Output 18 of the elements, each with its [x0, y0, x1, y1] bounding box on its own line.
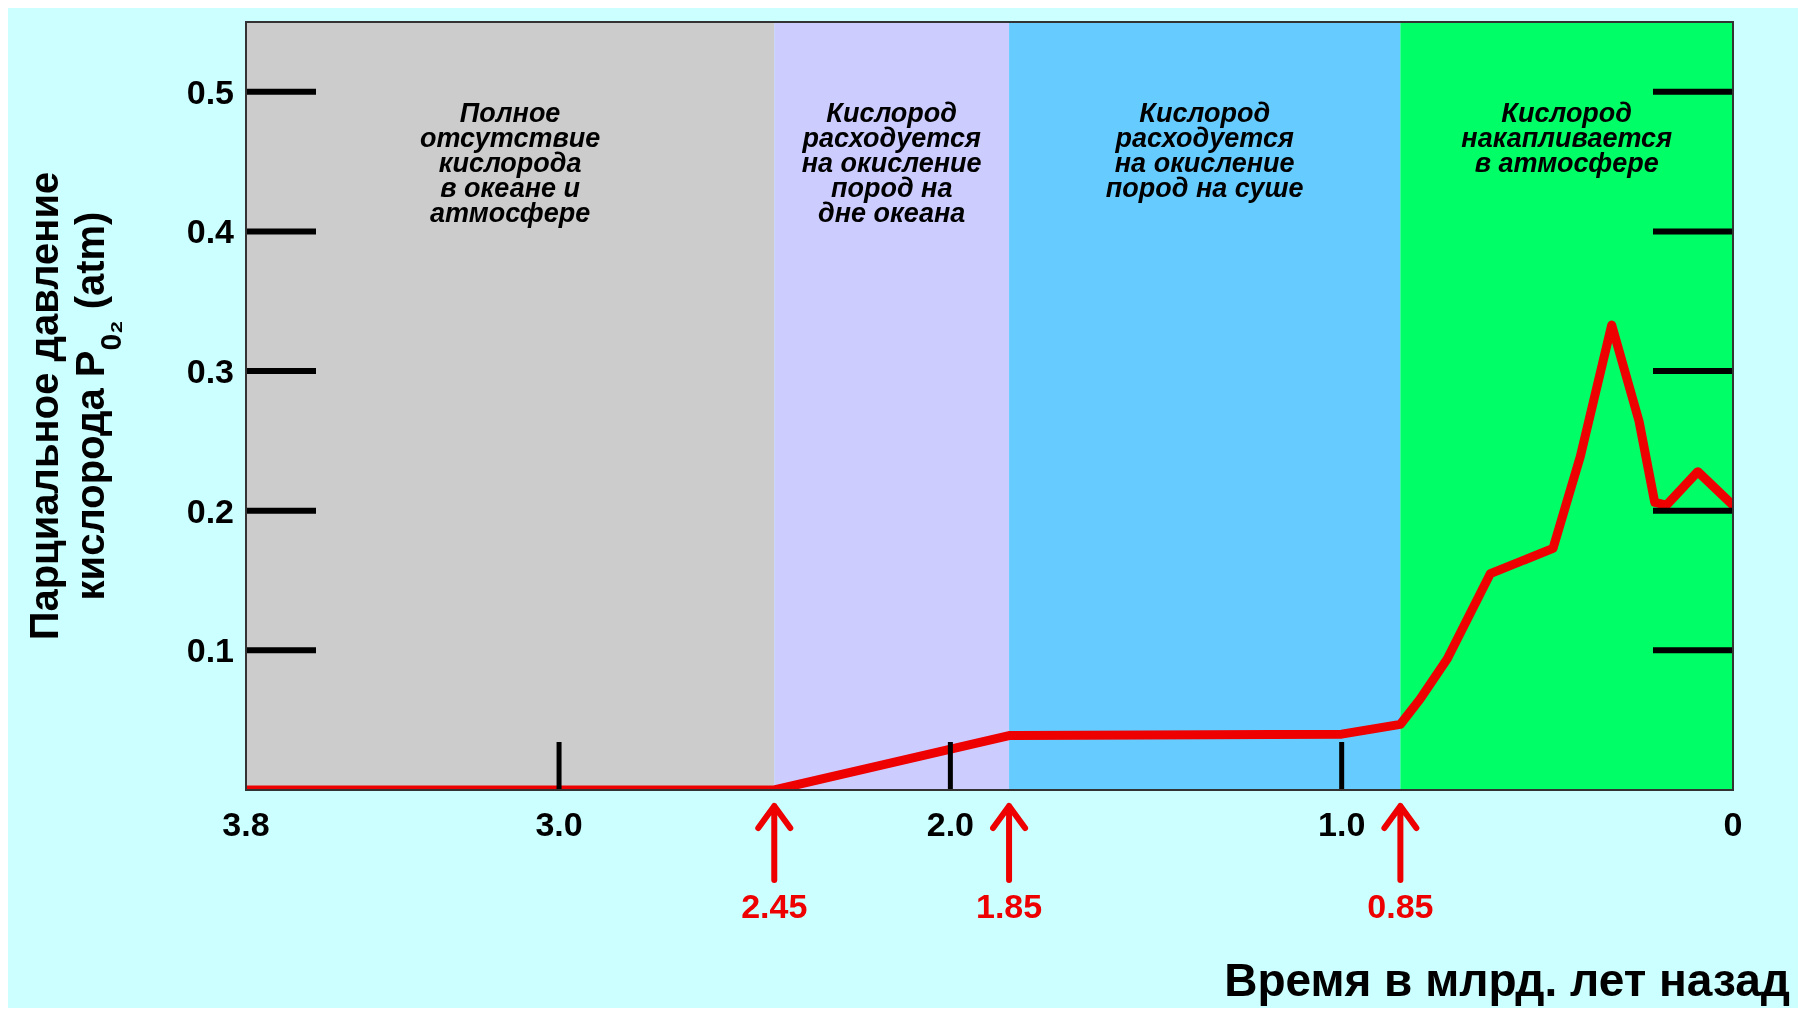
y-tick-label: 0.2	[186, 491, 234, 530]
band-label: Кислород накапливается в атмосфере	[1461, 98, 1673, 178]
annotation: 0.85	[1367, 887, 1434, 925]
y-tick-label: 0.3	[186, 352, 234, 391]
annotation: 1.85	[975, 887, 1043, 925]
x-axis-title: Время в млрд. лет назад	[1224, 954, 1790, 1006]
x-tick-label: 3.0	[535, 805, 583, 843]
band-label: Полное отсутствие кислорода в океане и атмосфере	[419, 98, 601, 228]
y-tick-label: 0.5	[186, 72, 234, 111]
x-tick-label: 2.0	[926, 805, 974, 843]
y-tick-label: 0.4	[186, 212, 235, 251]
x-tick-label: 1.0	[1318, 805, 1366, 843]
annotation: 2.45	[741, 887, 808, 925]
band-label: Кислород расходуется на окисление пород на суше	[1105, 98, 1304, 203]
x-tick-label: 3.8	[222, 805, 270, 843]
band-label: Кислород расходуется на окисление пород на дне океана	[801, 98, 982, 228]
x-tick-label: 0	[1723, 805, 1743, 843]
y-tick-label: 0.1	[186, 631, 234, 670]
